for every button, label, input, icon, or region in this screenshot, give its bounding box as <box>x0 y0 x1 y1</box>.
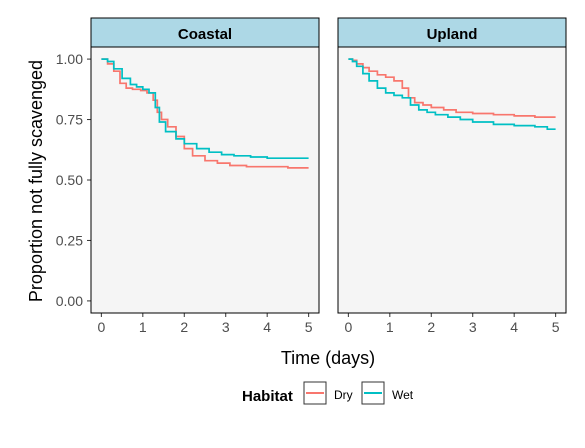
series-line-coastal-dry <box>101 58 309 169</box>
x-tick-label-upland-3: 3 <box>469 319 477 335</box>
x-axis-title: Time (days) <box>281 348 375 368</box>
y-axis-title: Proportion not fully scavenged <box>26 60 46 302</box>
facet-label-coastal: Coastal <box>178 26 232 43</box>
y-tick-label-0: 0.00 <box>56 293 83 309</box>
facets-layer: Coastal 0 1 2 3 4 5 0.00 0.25 0.50 0.75 1.00 Upland 0… <box>56 17 567 335</box>
y-tick-label-4: 1.00 <box>56 51 83 67</box>
y-tick-label-1: 0.25 <box>56 232 83 248</box>
x-tick-label-coastal-1: 1 <box>139 319 147 335</box>
legend: Habitat Dry Wet <box>242 381 414 405</box>
x-tick-label-upland-5: 5 <box>552 319 560 335</box>
y-tick-label-2: 0.50 <box>56 172 83 188</box>
panel-border-coastal <box>90 46 320 314</box>
x-tick-label-coastal-0: 0 <box>97 319 105 335</box>
x-tick-label-coastal-2: 2 <box>180 319 188 335</box>
series-line-upland-dry <box>348 58 556 118</box>
legend-title: Habitat <box>242 388 293 405</box>
facet-coastal: Coastal 0 1 2 3 4 5 0.00 0.25 0.50 0.75 1.00 <box>56 17 320 335</box>
x-tick-label-upland-1: 1 <box>386 319 394 335</box>
legend-label-wet: Wet <box>392 388 414 402</box>
x-tick-label-upland-2: 2 <box>427 319 435 335</box>
series-line-upland-wet <box>348 58 556 131</box>
x-tick-label-upland-0: 0 <box>344 319 352 335</box>
x-tick-label-coastal-4: 4 <box>263 319 271 335</box>
facet-strip-coastal <box>90 17 320 48</box>
x-tick-label-coastal-5: 5 <box>305 319 313 335</box>
y-tick-label-3: 0.75 <box>56 112 83 128</box>
legend-item-wet: Wet <box>361 381 414 405</box>
panel-border-upland <box>337 46 567 314</box>
panel-background-upland <box>338 47 566 313</box>
facet-label-upland: Upland <box>427 26 478 43</box>
series-line-coastal-wet <box>101 58 309 160</box>
x-tick-label-upland-4: 4 <box>510 319 518 335</box>
x-tick-label-coastal-3: 3 <box>222 319 230 335</box>
panel-background-coastal <box>91 47 319 313</box>
legend-label-dry: Dry <box>334 388 353 402</box>
facet-upland: Upland 0 1 2 3 4 5 <box>337 17 567 335</box>
legend-item-dry: Dry <box>303 381 353 405</box>
